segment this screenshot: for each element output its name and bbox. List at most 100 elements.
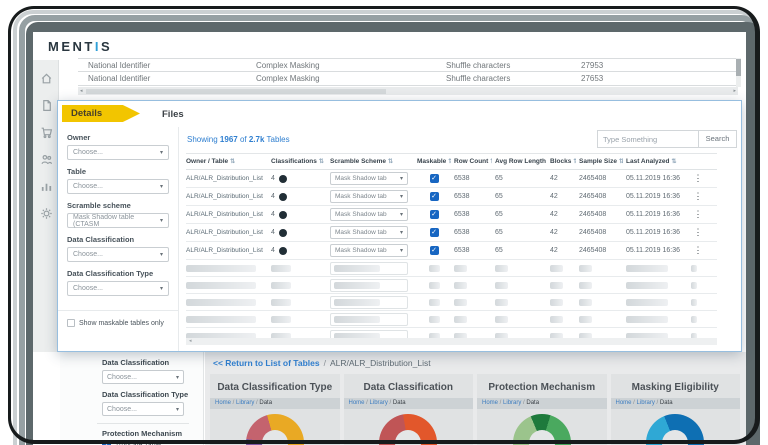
blocks-cell: 42 [550,175,558,182]
breadcrumb-item[interactable]: Home [348,400,365,406]
scheme-select[interactable]: Mask Shadow tab ▾ [330,244,408,257]
breadcrumb-item[interactable]: Library [636,400,655,406]
horizontal-scrollbar[interactable]: ◂ [186,338,717,345]
donut-hole [662,430,689,445]
sort-icon[interactable]: ⇅ [318,159,324,165]
avg-row-length-cell: 65 [495,175,503,182]
column-header[interactable]: Classifications ⇅ [271,158,324,165]
owner-table-cell[interactable]: ALR/ALR_Distribution_List [186,247,263,254]
owner-table-cell[interactable]: ALR/ALR_Distribution_List [186,193,263,200]
analytics-icon[interactable] [40,180,53,193]
breadcrumb-separator: / [521,400,527,406]
sort-icon[interactable]: ⇅ [618,159,623,165]
breadcrumb-item[interactable]: Library [503,400,522,406]
home-icon[interactable] [40,72,53,85]
column-header[interactable]: Maskable ⇅ [417,158,451,165]
owner-select[interactable]: Choose... ▾ [67,145,169,160]
column-header[interactable]: Row Count⇅ [454,158,492,165]
column-header[interactable]: Scramble Scheme ⇅ [330,158,394,165]
sort-icon[interactable]: ⇅ [448,159,451,165]
breadcrumb-item[interactable]: Library [236,400,255,406]
table-body: ALR/ALR_Distribution_List 4 Mask Shadow … [186,170,717,345]
maskable-checkbox[interactable]: ✓ [429,228,439,237]
column-header[interactable]: Blocks ⇅ [550,158,576,165]
tab-files[interactable]: Files [162,109,184,120]
scheme-select[interactable]: Mask Shadow tab ▾ [330,190,408,203]
column-header[interactable]: Sample Size ⇅ [579,158,623,165]
breadcrumb-item[interactable]: Library [369,400,388,406]
maskable-checkbox[interactable]: ✓ [429,210,439,219]
search-input[interactable] [597,130,699,148]
scroll-left-icon[interactable]: ◂ [80,88,83,94]
horizontal-scrollbar[interactable]: ◂ ▸ [78,87,738,95]
row-menu-button[interactable]: ⋮ [693,227,703,237]
row-menu-button[interactable]: ⋮ [693,245,703,255]
maskable-checkbox[interactable]: ✓ [429,192,439,201]
background-main: << Return to List of Tables / ALR/ALR_Dist… [205,352,746,445]
column-header[interactable]: Avg Row Length⇅ [495,158,547,165]
row-menu-button[interactable]: ⋮ [693,173,703,183]
maskable-checkbox[interactable]: ✓ [429,246,439,255]
sort-icon[interactable]: ⇅ [230,159,236,165]
scramble-scheme-select[interactable]: Mask Shadow table (CTASM ▾ [67,213,169,228]
owner-table-cell[interactable]: ALR/ALR_Distribution_List [186,229,263,236]
sort-icon[interactable]: ⇅ [573,159,576,165]
sort-icon[interactable]: ⇅ [490,158,492,165]
owner-table-cell[interactable]: ALR/ALR_Distribution_List [186,175,263,182]
scrollbar-thumb[interactable] [86,88,386,94]
classification-badge-icon [278,210,287,219]
skeleton-row [186,260,717,277]
results-summary: Showing 1967 of 2.7k Tables [187,135,290,144]
breadcrumb-separator: / [323,358,326,368]
sample-size-cell: 2465408 [579,247,607,254]
users-icon[interactable] [40,153,53,166]
sort-icon[interactable]: ⇅ [671,159,677,165]
breadcrumb-item[interactable]: Home [215,400,232,406]
row-menu-button[interactable]: ⋮ [693,191,703,201]
table-row: ALR/ALR_Distribution_List 4 Mask Shadow … [186,224,717,242]
scheme-cell: Shuffle characters [446,60,511,70]
owner-table-cell[interactable]: ALR/ALR_Distribution_List [186,211,263,218]
breadcrumb-item[interactable]: Home [482,400,499,406]
classification-badge-icon [278,228,287,237]
scheme-select[interactable]: Mask Shadow tab ▾ [330,226,408,239]
avg-row-length-cell: 65 [495,193,503,200]
skeleton-row [186,277,717,294]
show-maskable-checkbox[interactable] [67,319,75,327]
masking-type-cell: Complex Masking [256,60,320,70]
breadcrumb-separator: / [364,400,370,406]
vertical-scrollbar[interactable] [736,58,741,87]
sort-icon[interactable]: ⇅ [388,159,394,165]
classification-cell: National Identifier [88,60,151,70]
data-classification-select[interactable]: Choose... ▾ [102,370,184,384]
row-count-cell: 6538 [454,247,470,254]
cart-icon[interactable] [40,126,53,139]
chart-title: Masking Eligibility [631,382,719,393]
checkbox-label: Show maskable tables only [79,319,164,327]
maskable-checkbox[interactable]: ✓ [429,174,439,183]
document-icon[interactable] [40,99,53,112]
scroll-left-icon[interactable]: ◂ [189,338,192,344]
scramble-scheme-cell: Mask Shadow tab ▾ [330,208,414,221]
breadcrumb-item[interactable]: Home [615,400,632,406]
scroll-right-icon[interactable]: ▸ [733,88,736,94]
truncate-table-checkbox[interactable]: ✓ [102,441,111,445]
scheme-select[interactable]: Mask Shadow tab ▾ [330,172,408,185]
data-classification-select[interactable]: Choose... ▾ [67,247,169,262]
tab-details[interactable]: Details [62,105,140,122]
settings-icon[interactable] [40,207,53,220]
search-button[interactable]: Search [699,130,737,148]
caret-down-icon: ▾ [159,150,163,156]
data-classification-type-select[interactable]: Choose... ▾ [67,281,169,296]
sample-size-cell: 2465408 [579,229,607,236]
data-classification-type-select[interactable]: Choose... ▾ [102,402,184,416]
classifications-cell: 4 [271,174,327,183]
column-header[interactable]: Owner / Table ⇅ [186,158,236,165]
scrollbar-thumb[interactable] [736,59,741,76]
last-analyzed-cell: 05.11.2019 16:36 [626,193,680,200]
column-header[interactable]: Last Analyzed ⇅ [626,158,677,165]
scheme-select[interactable]: Mask Shadow tab ▾ [330,208,408,221]
table-select[interactable]: Choose... ▾ [67,179,169,194]
return-to-list-link[interactable]: << Return to List of Tables [213,358,320,368]
row-menu-button[interactable]: ⋮ [693,209,703,219]
